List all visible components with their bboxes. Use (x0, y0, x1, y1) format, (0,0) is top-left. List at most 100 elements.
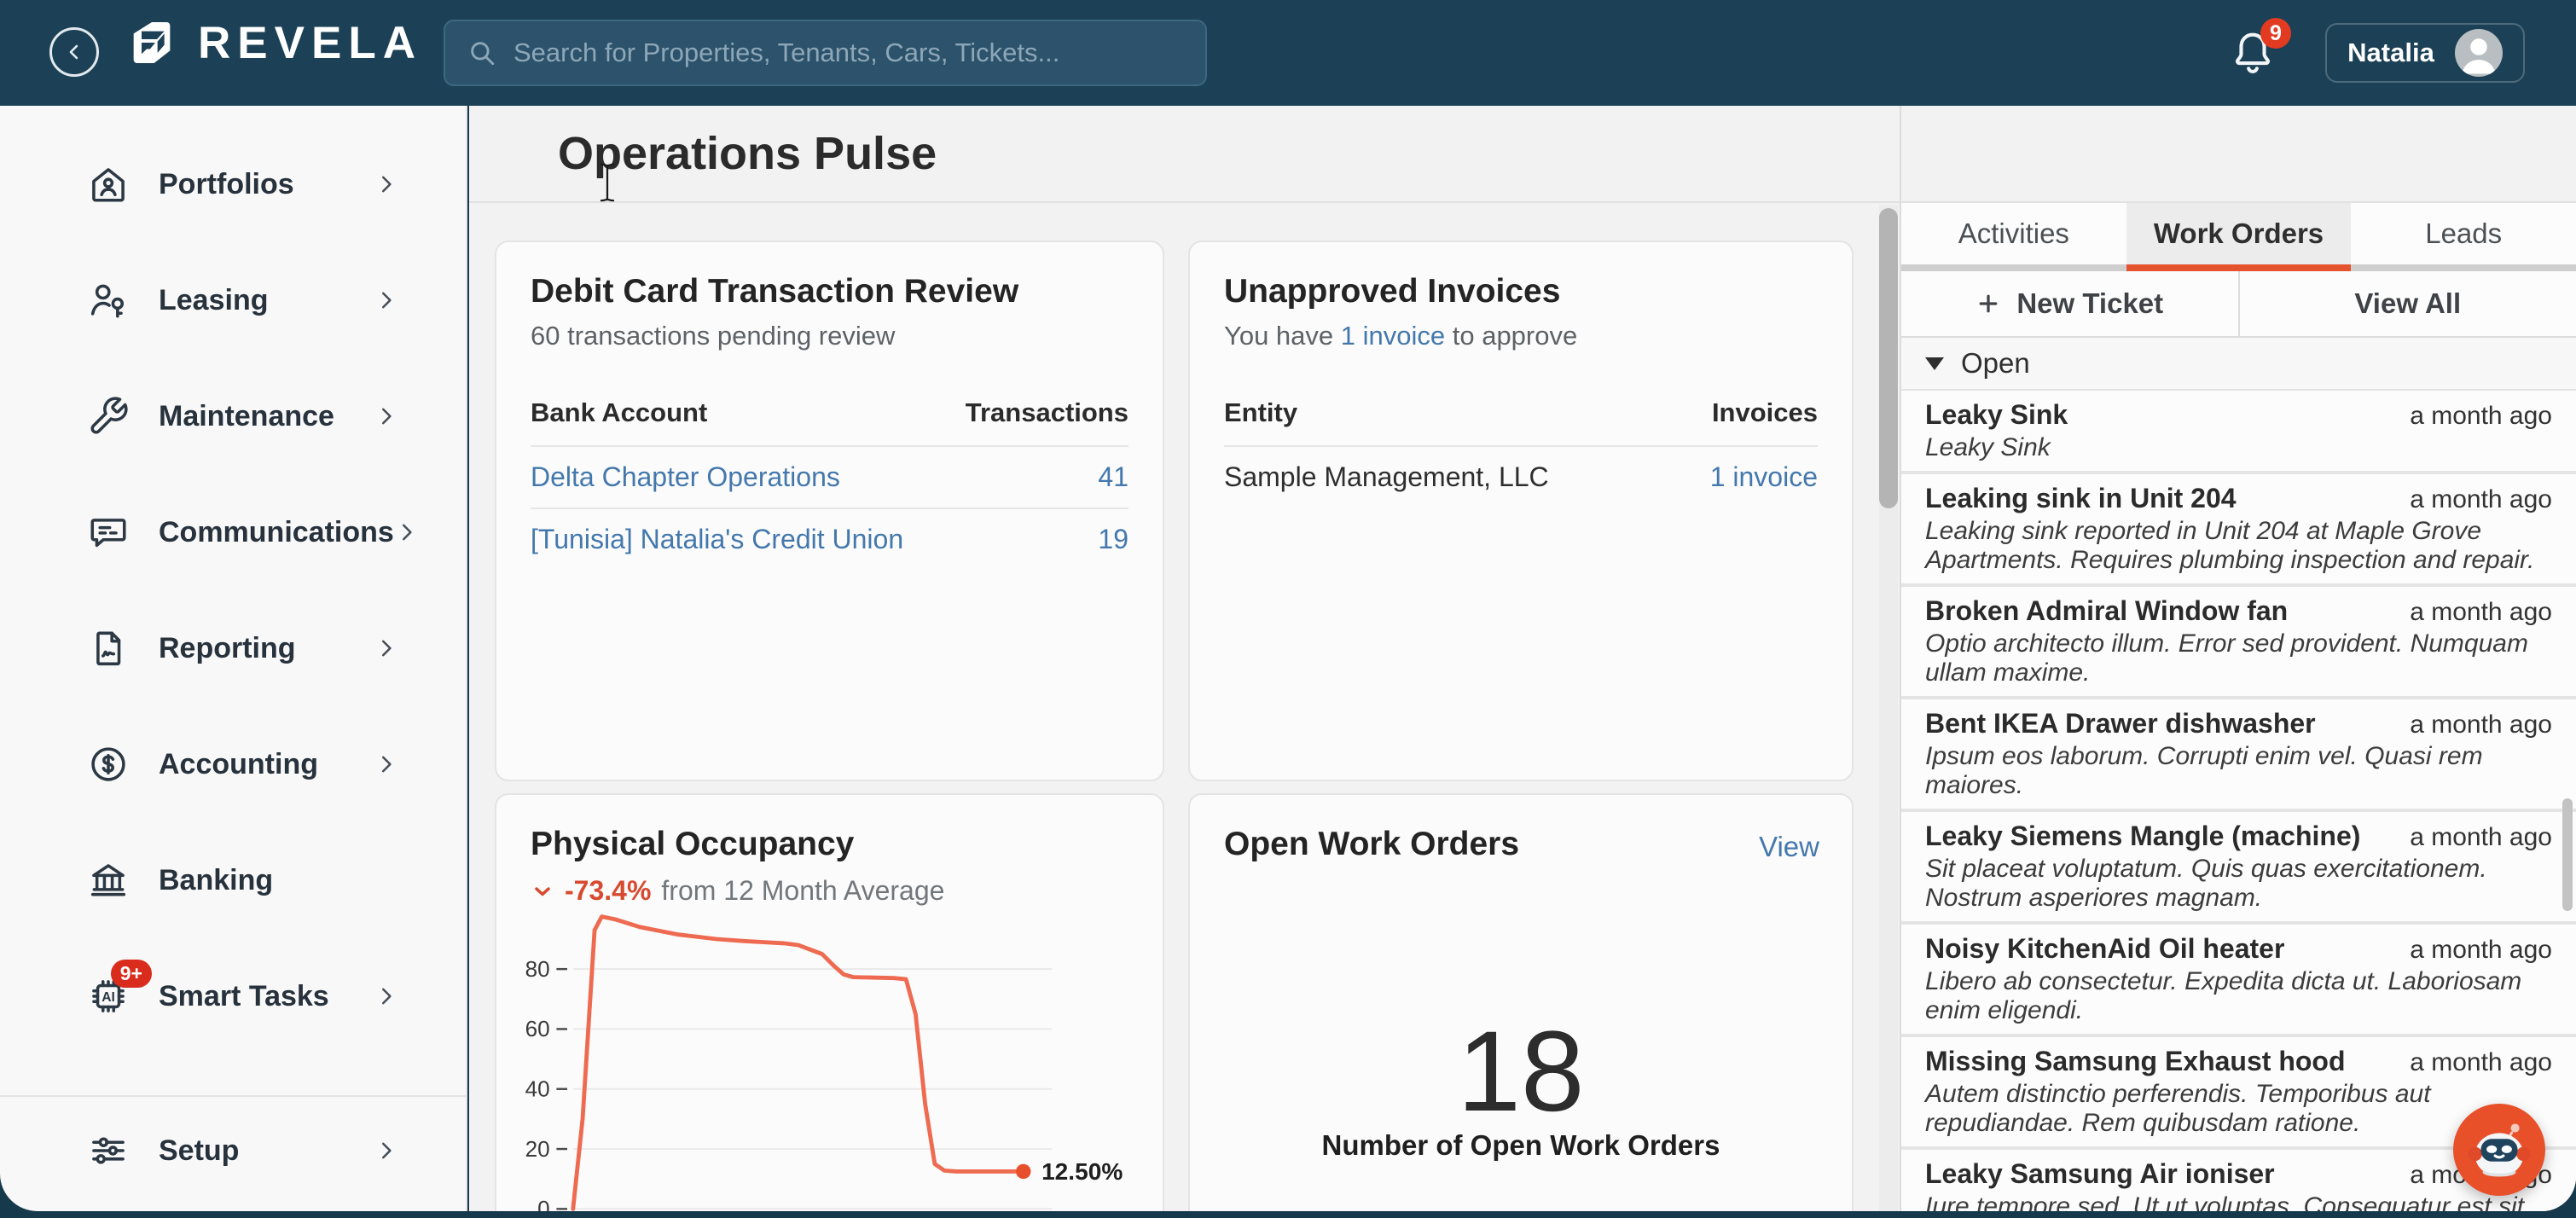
sidebar-bottom-section: Setup (0, 1095, 466, 1211)
column-header-bank-account: Bank Account (531, 397, 707, 428)
view-all-button[interactable]: View All (2240, 271, 2576, 336)
invoice-count-link[interactable]: 1 invoice (1710, 461, 1818, 493)
user-name: Natalia (2347, 38, 2434, 68)
sidebar-item-label: Maintenance (159, 400, 334, 433)
work-order-timestamp: a month ago (2410, 598, 2552, 627)
sidebar-item[interactable]: Leasing (0, 242, 466, 358)
debit-table-body: Delta Chapter Operations 41 [Tunisia] Na… (531, 445, 1128, 570)
work-order-description: Leaking sink reported in Unit 204 at Map… (1925, 517, 2552, 575)
work-order-description: Libero ab consectetur. Expedita dicta ut… (1925, 967, 2552, 1025)
work-orders-list: Leaky Sink a month ago Leaky Sink Leakin… (1901, 391, 2576, 1211)
sidebar-item[interactable]: Accounting (0, 706, 466, 822)
work-order-timestamp: a month ago (2410, 1048, 2552, 1077)
avatar (2455, 29, 2503, 77)
unapproved-invoices-card: Unapproved Invoices You have 1 invoice t… (1188, 241, 1854, 781)
work-order-timestamp: a month ago (2410, 710, 2552, 740)
work-order-item[interactable]: Noisy KitchenAid Oil heater a month ago … (1901, 925, 2576, 1034)
view-all-label: View All (2354, 287, 2461, 320)
notification-count-badge: 9 (2260, 18, 2291, 49)
occupancy-chart: 02040608012.50% (515, 906, 1143, 1210)
plus-icon (1976, 291, 2001, 316)
sidebar-item[interactable]: Banking (0, 822, 466, 938)
sidebar-item-label: Setup (159, 1134, 239, 1168)
work-order-title: Leaky Samsung Air ioniser (1925, 1158, 2275, 1189)
tab[interactable]: Work Orders (2126, 203, 2352, 271)
column-header-transactions: Transactions (966, 397, 1128, 428)
table-row: Delta Chapter Operations 41 (531, 445, 1128, 508)
search-input[interactable] (513, 38, 1183, 68)
bank-account-link[interactable]: [Tunisia] Natalia's Credit Union (531, 524, 903, 555)
work-order-description: Leaky Sink (1925, 433, 2552, 462)
right-panel: Activities Work Orders Leads New Ticket … (1900, 106, 2576, 1211)
revela-logo-icon (125, 15, 179, 70)
work-order-item[interactable]: Leaking sink in Unit 204 a month ago Lea… (1901, 474, 2576, 583)
bank-account-link[interactable]: Delta Chapter Operations (531, 461, 840, 493)
top-bar: REVELA 9 Natalia (0, 0, 2576, 106)
open-work-orders-count: 18 (1190, 1006, 1852, 1137)
open-section-header[interactable]: Open (1901, 338, 2576, 391)
table-row: Sample Management, LLC 1 invoice (1224, 445, 1818, 508)
column-header-invoices: Invoices (1712, 397, 1818, 428)
chat-bubble-icon (87, 511, 130, 554)
view-work-orders-link[interactable]: View (1759, 831, 1819, 863)
chevron-right-icon (374, 287, 399, 313)
chatbot-button[interactable] (2453, 1104, 2545, 1196)
work-order-description: Ipsum eos laborum. Corrupti enim vel. Qu… (1925, 742, 2552, 800)
notifications-button[interactable]: 9 (2228, 28, 2277, 78)
card-subtitle: 60 transactions pending review (531, 321, 1128, 351)
transaction-count-link[interactable]: 19 (1098, 524, 1128, 555)
sidebar-item[interactable]: Maintenance (0, 358, 466, 474)
svg-text:60: 60 (525, 1016, 550, 1041)
sidebar-item-label: Portfolios (159, 168, 294, 201)
panel-tabs: Activities Work Orders Leads (1901, 203, 2576, 271)
open-work-orders-caption: Number of Open Work Orders (1190, 1129, 1852, 1162)
dollar-icon (87, 743, 130, 786)
page-header: Operations Pulse (469, 106, 1900, 203)
transaction-count-link[interactable]: 41 (1098, 461, 1128, 493)
work-order-title: Noisy KitchenAid Oil heater (1925, 933, 2284, 964)
panel-scrollbar-thumb[interactable] (2562, 798, 2573, 911)
report-icon (87, 627, 130, 670)
invoices-table-body: Sample Management, LLC 1 invoice (1224, 445, 1818, 508)
physical-occupancy-card: Physical Occupancy -73.4% from 12 Month … (495, 793, 1164, 1211)
back-button[interactable] (49, 27, 99, 77)
sidebar-item-label: Banking (159, 864, 273, 897)
invoice-link[interactable]: 1 invoice (1341, 321, 1445, 351)
work-order-item[interactable]: Broken Admiral Window fan a month ago Op… (1901, 587, 2576, 696)
panel-actions: New Ticket View All (1901, 271, 2576, 338)
delta-value: -73.4% (565, 875, 651, 907)
table-header: Entity Invoices (1224, 397, 1818, 428)
entity-name: Sample Management, LLC (1224, 461, 1549, 493)
sidebar-item[interactable]: AI 9+ Smart Tasks (0, 938, 466, 1054)
sidebar-item-setup[interactable]: Setup (0, 1104, 466, 1198)
user-menu-button[interactable]: Natalia (2325, 23, 2525, 83)
sidebar-item[interactable]: Portfolios (0, 126, 466, 242)
work-order-item[interactable]: Leaky Sink a month ago Leaky Sink (1901, 391, 2576, 471)
new-ticket-button[interactable]: New Ticket (1901, 271, 2240, 336)
notification-badge: 9+ (111, 960, 152, 988)
work-order-title: Missing Samsung Exhaust hood (1925, 1046, 2346, 1076)
table-row: [Tunisia] Natalia's Credit Union 19 (531, 508, 1128, 570)
work-order-item[interactable]: Leaky Siemens Mangle (machine) a month a… (1901, 812, 2576, 921)
sidebar-item[interactable]: Communications (0, 474, 466, 590)
work-order-timestamp: a month ago (2410, 936, 2552, 965)
sidebar-item[interactable]: Reporting (0, 590, 466, 706)
chevron-right-icon (374, 403, 399, 429)
tab[interactable]: Leads (2351, 203, 2576, 271)
tab-label: Activities (1958, 218, 2069, 250)
work-order-description: Iure tempore sed. Ut ut voluptas. Conseq… (1925, 1192, 2552, 1211)
card-subtitle: You have 1 invoice to approve (1224, 321, 1818, 351)
svg-text:AI: AI (102, 990, 115, 1005)
leasing-icon (87, 279, 130, 322)
tab[interactable]: Activities (1901, 203, 2126, 271)
card-title: Debit Card Transaction Review (531, 273, 1128, 310)
sidebar-item-label: Smart Tasks (159, 980, 329, 1013)
card-title: Unapproved Invoices (1224, 273, 1818, 310)
text-cursor (599, 162, 616, 207)
wrench-icon (87, 395, 130, 438)
delta-suffix: from 12 Month Average (661, 875, 944, 907)
table-header: Bank Account Transactions (531, 397, 1128, 428)
work-order-item[interactable]: Bent IKEA Drawer dishwasher a month ago … (1901, 699, 2576, 809)
main-scrollbar-thumb[interactable] (1879, 208, 1898, 508)
new-ticket-label: New Ticket (2016, 287, 2163, 320)
